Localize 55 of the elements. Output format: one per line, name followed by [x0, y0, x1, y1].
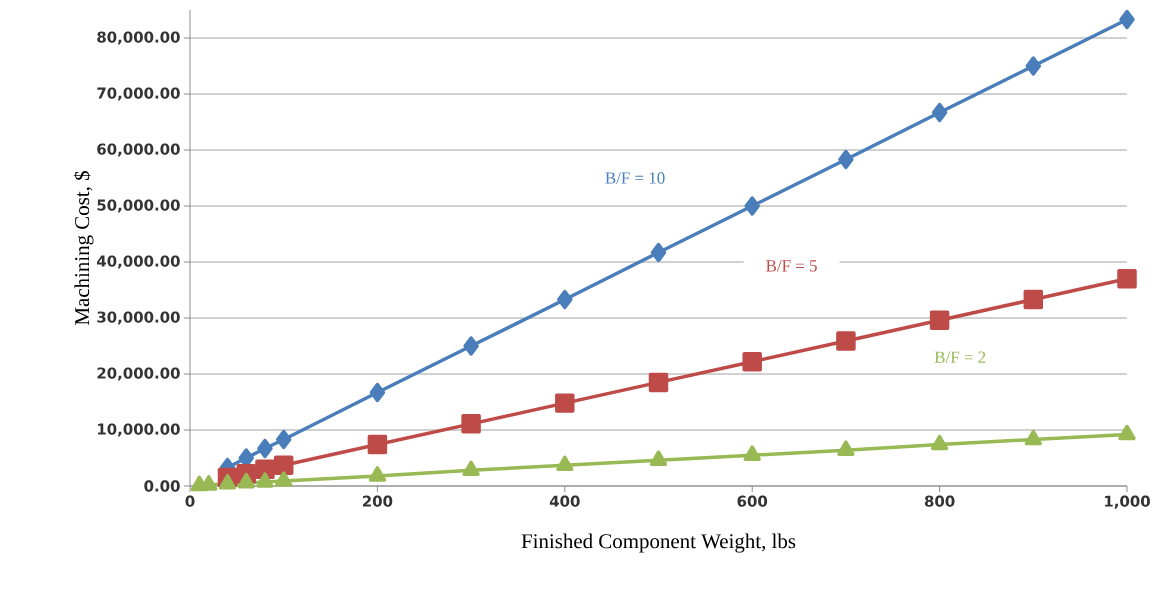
- x-tick-label: 600: [737, 495, 768, 507]
- point: [462, 460, 480, 477]
- y-tick-label: 50,000.00: [97, 199, 180, 213]
- point: [275, 429, 292, 450]
- x-tick-label: 400: [549, 495, 580, 507]
- point: [743, 445, 761, 461]
- y-tick-label: 70,000.00: [97, 87, 180, 101]
- x-tick-label: 1,000: [1105, 495, 1150, 509]
- y-tick-label: 60,000.00: [97, 143, 180, 157]
- point: [367, 434, 388, 455]
- point: [1025, 56, 1042, 76]
- text: B/F = 10: [605, 172, 665, 184]
- point: [255, 459, 275, 479]
- text: B/F = 5: [766, 260, 817, 272]
- y-tick-label: 20,000.00: [97, 367, 180, 381]
- point: [744, 196, 760, 216]
- point: [218, 474, 237, 490]
- point: [838, 149, 854, 170]
- point: [649, 450, 668, 466]
- point: [461, 414, 481, 434]
- point: [1117, 269, 1137, 289]
- x-tick-label: 200: [362, 495, 393, 507]
- point: [837, 440, 855, 456]
- y-axis-title: Machining Cost, $: [73, 171, 94, 325]
- point: [929, 310, 950, 330]
- y-tick-label: 30,000.00: [97, 311, 180, 325]
- x-tick-label: 800: [924, 495, 955, 507]
- point: [1024, 429, 1042, 446]
- point: [555, 393, 575, 413]
- point: [557, 289, 573, 310]
- point: [931, 102, 948, 123]
- text: B/F = 2: [934, 351, 986, 363]
- point: [368, 466, 387, 482]
- point: [650, 242, 667, 263]
- point: [556, 455, 574, 472]
- point: [369, 382, 386, 403]
- point: [463, 336, 479, 356]
- x-tick-label: 0: [185, 495, 195, 507]
- point: [836, 331, 856, 351]
- point: [1023, 289, 1044, 310]
- y-tick-label: 40,000.00: [97, 255, 180, 269]
- point: [256, 472, 274, 488]
- x-axis-title: Finished Component Weight, lbs: [521, 533, 796, 553]
- point: [1119, 9, 1135, 30]
- point: [1118, 424, 1136, 441]
- point: [273, 455, 294, 476]
- point: [257, 438, 273, 459]
- point: [237, 472, 255, 489]
- point: [648, 372, 669, 393]
- y-tick-label: 80,000.00: [97, 31, 180, 45]
- y-tick-label: 0.00: [144, 480, 180, 492]
- point: [275, 471, 293, 487]
- y-tick-label: 10,000.00: [98, 423, 180, 437]
- point: [930, 434, 949, 451]
- point: [742, 351, 762, 372]
